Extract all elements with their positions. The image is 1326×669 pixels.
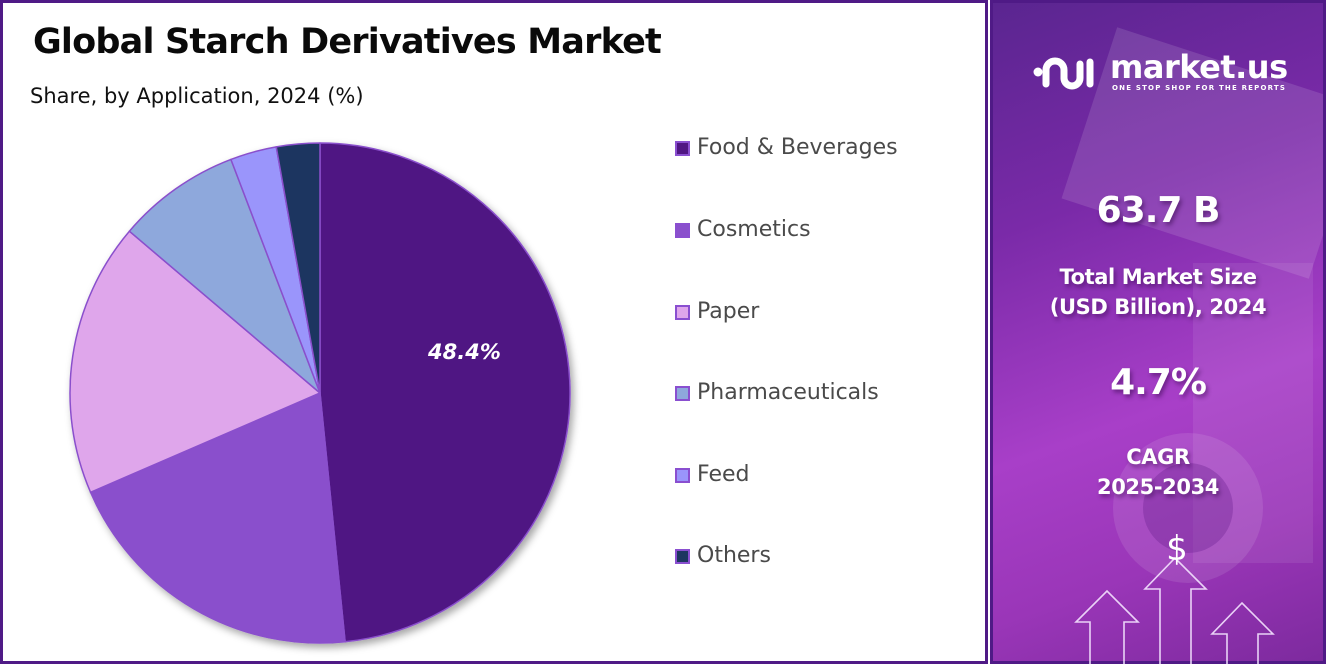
legend-label: Cosmetics: [697, 216, 811, 242]
pie-chart: 48.4%: [0, 0, 660, 664]
chart-title: Global Starch Derivatives Market: [33, 22, 662, 62]
pie-slice-pharmaceuticals[interactable]: [128, 158, 321, 394]
legend-swatch: [675, 548, 690, 564]
legend-item-cosmetics[interactable]: Cosmetics: [675, 214, 811, 244]
market-size-value: 63.7 B: [1096, 190, 1221, 231]
arrow-up-icon: [1210, 601, 1275, 664]
market-size-label-line1: Total Market Size: [1059, 265, 1257, 289]
pie-slice-others[interactable]: [275, 142, 321, 394]
legend-swatch: [675, 140, 690, 156]
legend-item-pharmaceuticals[interactable]: Pharmaceuticals: [675, 377, 879, 407]
legend-label: Others: [697, 542, 771, 568]
legend-swatch: [675, 222, 690, 238]
arrow-up-icon: [1143, 556, 1208, 664]
brand-name: market.us: [1110, 48, 1288, 86]
pie-slice-paper[interactable]: [69, 230, 321, 494]
cagr-value: 4.7%: [1110, 362, 1207, 403]
chart-subtitle: Share, by Application, 2024 (%): [30, 84, 364, 108]
legend-item-feed[interactable]: Feed: [675, 459, 750, 489]
legend-label: Food & Beverages: [697, 134, 898, 160]
dollar-sign-icon: $: [1166, 529, 1188, 569]
background-cup-inner-shape: [1143, 463, 1233, 553]
legend-swatch: [675, 385, 690, 401]
cagr-label-line1: CAGR: [1126, 445, 1190, 469]
pie-slice-cosmetics[interactable]: [89, 392, 346, 644]
pie-data-label-food-beverages: 48.4%: [428, 340, 501, 364]
arrow-up-icon: [1074, 589, 1140, 664]
legend-item-food-beverages[interactable]: Food & Beverages: [675, 132, 898, 162]
pie-slice-food-beverages[interactable]: [319, 142, 571, 643]
legend-swatch: [675, 467, 690, 483]
legend-label: Pharmaceuticals: [697, 379, 879, 405]
pie-chart-svg: [69, 142, 571, 644]
brand-logo[interactable]: market.us ONE STOP SHOP FOR THE REPORTS: [1032, 50, 1288, 100]
legend-item-others[interactable]: Others: [675, 540, 771, 570]
background-paper-shape: [1193, 263, 1313, 563]
cagr-label-line2: 2025-2034: [1096, 475, 1219, 499]
growth-arrows-decoration: $: [1074, 529, 1275, 664]
legend-item-paper[interactable]: Paper: [675, 296, 759, 326]
market-size-label-line2: (USD Billion), 2024: [1049, 295, 1267, 319]
brand-tagline: ONE STOP SHOP FOR THE REPORTS: [1112, 84, 1287, 92]
legend-label: Paper: [697, 298, 760, 324]
background-cup-shape: [1113, 433, 1263, 583]
legend-label: Feed: [697, 461, 750, 487]
info-panel: [990, 0, 1326, 664]
market-us-logo-icon: [1033, 57, 1094, 90]
legend-swatch: [675, 304, 690, 320]
